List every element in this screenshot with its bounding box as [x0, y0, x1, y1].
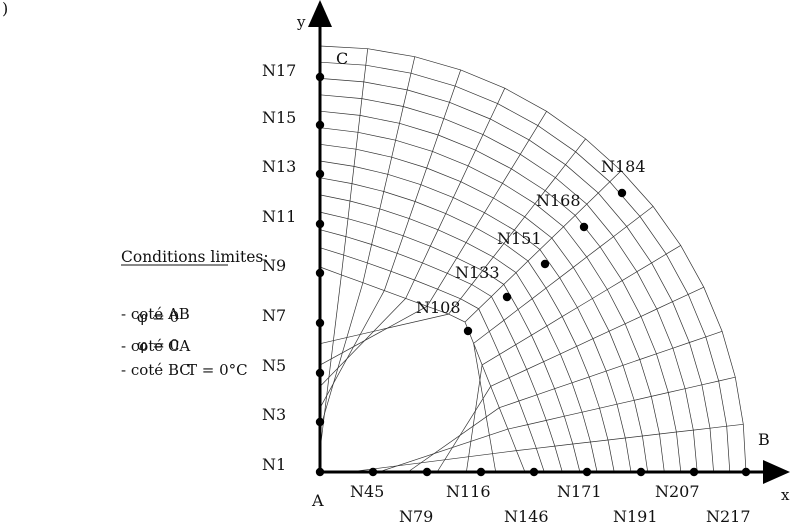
diagonal-node-label: N133 — [455, 263, 500, 282]
mesh-core-line — [436, 386, 491, 473]
mesh-core-line — [319, 305, 428, 366]
mesh-ray-line — [473, 206, 654, 344]
diagonal-node-labels: N108 N133 N151 N168 N184 — [416, 157, 646, 317]
point-c-label: C — [336, 49, 348, 68]
conditions-title: Conditions limites: — [121, 248, 269, 266]
node-dot — [463, 326, 473, 336]
x-node-label: N45 — [350, 482, 384, 501]
mesh-arc-line — [319, 247, 545, 473]
x-axis-label: x — [781, 486, 790, 504]
mesh-ray-line — [383, 69, 462, 291]
mesh-core-line — [319, 298, 406, 387]
mesh-core-line — [466, 364, 483, 473]
mesh-arc-line — [319, 45, 747, 473]
mesh-arc-line — [319, 61, 731, 473]
mesh-ray-line — [362, 56, 416, 283]
x-node-label: N191 — [613, 507, 658, 526]
mesh-grid — [319, 45, 747, 473]
mesh-core-line — [319, 313, 449, 345]
node-dot — [315, 368, 325, 378]
node-dot — [315, 318, 325, 328]
x-node-label: N171 — [557, 482, 602, 501]
point-b-label: B — [758, 430, 770, 449]
y-node-label: N11 — [262, 207, 296, 226]
x-axis-node-labels: N45 N116 N171 N207 N79 N146 N191 N217 — [350, 482, 751, 526]
node-dot — [422, 467, 432, 477]
node-dot — [636, 467, 646, 477]
y-axis-label: y — [296, 13, 306, 31]
node-dot — [315, 72, 325, 82]
y-axis-node-labels: N1 N3 N5 N7 N9 N11 N13 N15 N17 — [262, 61, 296, 474]
node-dot — [315, 120, 325, 130]
node-dot — [315, 268, 325, 278]
mesh-core-line — [319, 290, 385, 409]
node-dot — [476, 467, 486, 477]
x-node-label: N116 — [446, 482, 491, 501]
mesh-arc-line — [319, 177, 615, 473]
mesh-ray-line — [464, 170, 622, 323]
y-node-label: N13 — [262, 157, 296, 176]
node-dot — [368, 467, 378, 477]
x-node-label: N207 — [655, 482, 700, 501]
mesh-arc-line — [319, 229, 563, 473]
x-node-label: N217 — [706, 507, 751, 526]
corner-mark: ) — [2, 0, 8, 18]
mesh-ray-line — [448, 138, 586, 315]
y-node-label: N3 — [262, 405, 286, 424]
condition-value: T = 0°C — [187, 361, 248, 379]
mesh-arc-line — [319, 194, 598, 473]
node-dot — [315, 219, 325, 229]
mesh-ray-line — [426, 111, 547, 307]
x-node-label: N79 — [399, 507, 433, 526]
node-dot — [582, 467, 592, 477]
node-dot — [315, 417, 325, 427]
mesh-core-line — [319, 282, 364, 430]
x-node-label: N146 — [504, 507, 549, 526]
condition-value: φ = 0 — [137, 336, 179, 354]
diagonal-node-label: N168 — [536, 191, 581, 210]
condition-value: φ = 0 — [137, 308, 179, 326]
node-dot — [315, 467, 325, 477]
node-dot — [617, 188, 627, 198]
y-node-label: N7 — [262, 306, 286, 325]
mesh-ray-line — [516, 423, 744, 451]
condition-side-label: - coté AB — [121, 305, 190, 323]
diagonal-node-label: N184 — [601, 157, 646, 176]
mesh-ray-line — [481, 245, 681, 366]
mesh-arc-line — [319, 94, 698, 473]
diagonal-node-label: N151 — [497, 229, 542, 248]
node-dots — [315, 72, 751, 477]
node-dot — [529, 467, 539, 477]
node-dot — [689, 467, 699, 477]
mesh-arc-line — [319, 160, 632, 473]
node-dot — [579, 222, 589, 232]
mesh-core-line — [407, 407, 500, 473]
condition-side-label: - coté CA — [121, 337, 190, 355]
mesh-ray-line — [405, 88, 506, 299]
y-node-label: N5 — [262, 356, 286, 375]
y-node-label: N1 — [262, 455, 286, 474]
mesh-ray-line — [499, 330, 723, 409]
mesh-ray-line — [490, 286, 704, 387]
mesh-core-line — [473, 343, 497, 473]
node-dot — [741, 467, 751, 477]
node-dot — [540, 259, 550, 269]
mesh-ray-line — [341, 48, 369, 275]
mesh-core-line — [349, 450, 517, 473]
y-node-label: N15 — [262, 108, 296, 127]
node-dot — [315, 169, 325, 179]
diagonal-node-label: N108 — [416, 298, 461, 317]
boundary-conditions: Conditions limites: - coté AB - coté CA … — [121, 248, 269, 379]
condition-side-label: - coté BC — [121, 361, 191, 379]
y-node-label: N17 — [262, 61, 296, 80]
node-dot — [502, 292, 512, 302]
y-node-label: N9 — [262, 256, 286, 275]
mesh-core-line — [378, 428, 509, 473]
mesh-ray-line — [507, 376, 736, 430]
point-a-label: A — [311, 491, 324, 510]
